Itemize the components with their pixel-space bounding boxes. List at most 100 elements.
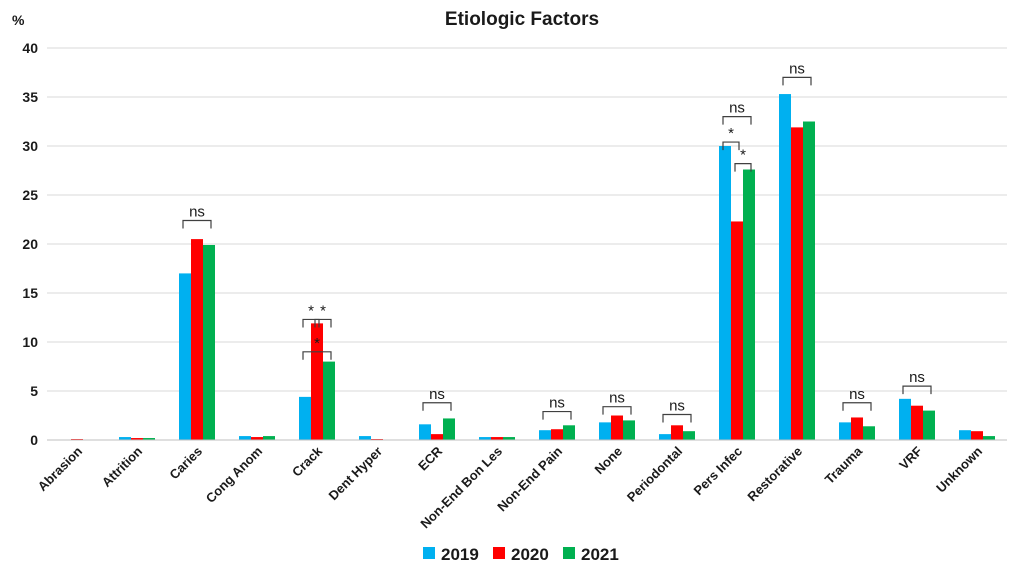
bar-2019: [359, 436, 371, 440]
legend-swatch-2021: [563, 547, 575, 559]
significance-label: ns: [189, 203, 205, 220]
significance-label: ns: [729, 100, 745, 117]
bar-2020: [311, 323, 323, 440]
bar-2020: [911, 405, 923, 440]
bar-2019: [539, 430, 551, 440]
bar-2021: [923, 410, 935, 440]
bar-2021: [863, 426, 875, 440]
significance-label: *: [314, 335, 320, 352]
significance-label: *: [308, 302, 314, 319]
bar-2019: [239, 436, 251, 440]
bar-2020: [431, 434, 443, 440]
x-tick-label: None: [592, 444, 626, 478]
bar-2020: [251, 437, 263, 440]
bar-2020: [131, 438, 143, 440]
bar-2019: [299, 396, 311, 440]
legend-label-2020: 2020: [511, 545, 549, 564]
significance-label: ns: [909, 369, 925, 386]
bar-2020: [191, 239, 203, 440]
x-tick-label: VRF: [896, 443, 925, 472]
legend-swatch-2020: [493, 547, 505, 559]
y-axis-label: %: [12, 12, 25, 28]
bar-2021: [743, 169, 755, 440]
x-tick-label: Restorative: [744, 444, 805, 505]
x-tick-label: Crack: [289, 443, 326, 480]
significance-bracket: [842, 402, 872, 411]
x-tick-label: Trauma: [822, 443, 866, 487]
y-tick-label: 15: [22, 285, 38, 301]
x-tick-label: Pers Infec: [691, 444, 746, 499]
y-tick-label: 0: [30, 432, 38, 448]
x-tick-label: Unknown: [933, 443, 985, 495]
significance-bracket: [782, 76, 812, 86]
bar-2021: [683, 431, 695, 440]
bar-2020: [791, 127, 803, 440]
bar-2021: [263, 436, 275, 440]
bar-2021: [143, 438, 155, 440]
y-tick-label: 20: [22, 236, 38, 252]
significance-label: ns: [549, 395, 565, 412]
bar-2019: [959, 430, 971, 440]
significance-label: *: [740, 147, 746, 164]
bar-2020: [731, 221, 743, 440]
bar-2019: [839, 422, 851, 440]
y-tick-label: 35: [22, 89, 38, 105]
bar-2021: [443, 418, 455, 440]
x-tick-label: ECR: [415, 443, 445, 473]
bar-2021: [203, 244, 215, 440]
x-tick-label: Attrition: [99, 443, 145, 489]
x-tick-label: Abrasion: [35, 443, 85, 493]
bar-2021: [323, 361, 335, 440]
y-tick-label: 25: [22, 187, 38, 203]
significance-bracket: [422, 402, 452, 411]
bar-2020: [551, 429, 563, 440]
significance-label: ns: [429, 386, 445, 403]
significance-bracket: [722, 141, 740, 151]
x-tick-label: Cong Anom: [203, 444, 265, 506]
legend-label-2019: 2019: [441, 545, 479, 564]
bar-2019: [419, 424, 431, 440]
significance-bracket: [734, 163, 752, 172]
bar-2019: [119, 437, 131, 440]
bar-2019: [719, 146, 731, 440]
bars: [71, 94, 995, 440]
y-tick-label: 10: [22, 334, 38, 350]
bar-2019: [479, 437, 491, 440]
bar-2020: [491, 437, 503, 440]
bar-2019: [179, 273, 191, 440]
bar-2021: [503, 437, 515, 440]
bar-2021: [803, 121, 815, 440]
bar-2021: [983, 436, 995, 440]
significance-bracket: [314, 318, 332, 328]
bar-2019: [899, 398, 911, 440]
significance-bracket: [182, 219, 212, 229]
bar-2021: [623, 420, 635, 440]
significance-bracket: [302, 351, 332, 360]
bar-2019: [659, 434, 671, 440]
y-tick-label: 30: [22, 138, 38, 154]
x-tick-label: Periodontal: [624, 444, 685, 505]
legend-swatch-2019: [423, 547, 435, 559]
y-tick-label: 5: [30, 383, 38, 399]
significance-label: ns: [609, 390, 625, 407]
y-tick-label: 40: [22, 40, 38, 56]
chart-title: Etiologic Factors: [445, 9, 599, 30]
significance-label: ns: [849, 386, 865, 403]
legend: 2019 2020 2021: [423, 545, 619, 564]
significance-label: *: [728, 125, 734, 142]
significance-bracket: [302, 318, 320, 328]
y-axis-ticks: 0 5 10 15 20 25 30 35 40: [22, 40, 38, 448]
significance-bracket: [722, 116, 752, 125]
significance-bracket: [662, 413, 692, 423]
x-tick-label: Caries: [166, 444, 205, 483]
bar-2021: [563, 425, 575, 440]
significance-bracket: [542, 410, 572, 420]
significance-bracket: [902, 385, 932, 395]
bar-2019: [779, 94, 791, 440]
legend-label-2021: 2021: [581, 545, 619, 564]
significance-label: *: [320, 302, 326, 319]
significance-label: ns: [669, 398, 685, 415]
